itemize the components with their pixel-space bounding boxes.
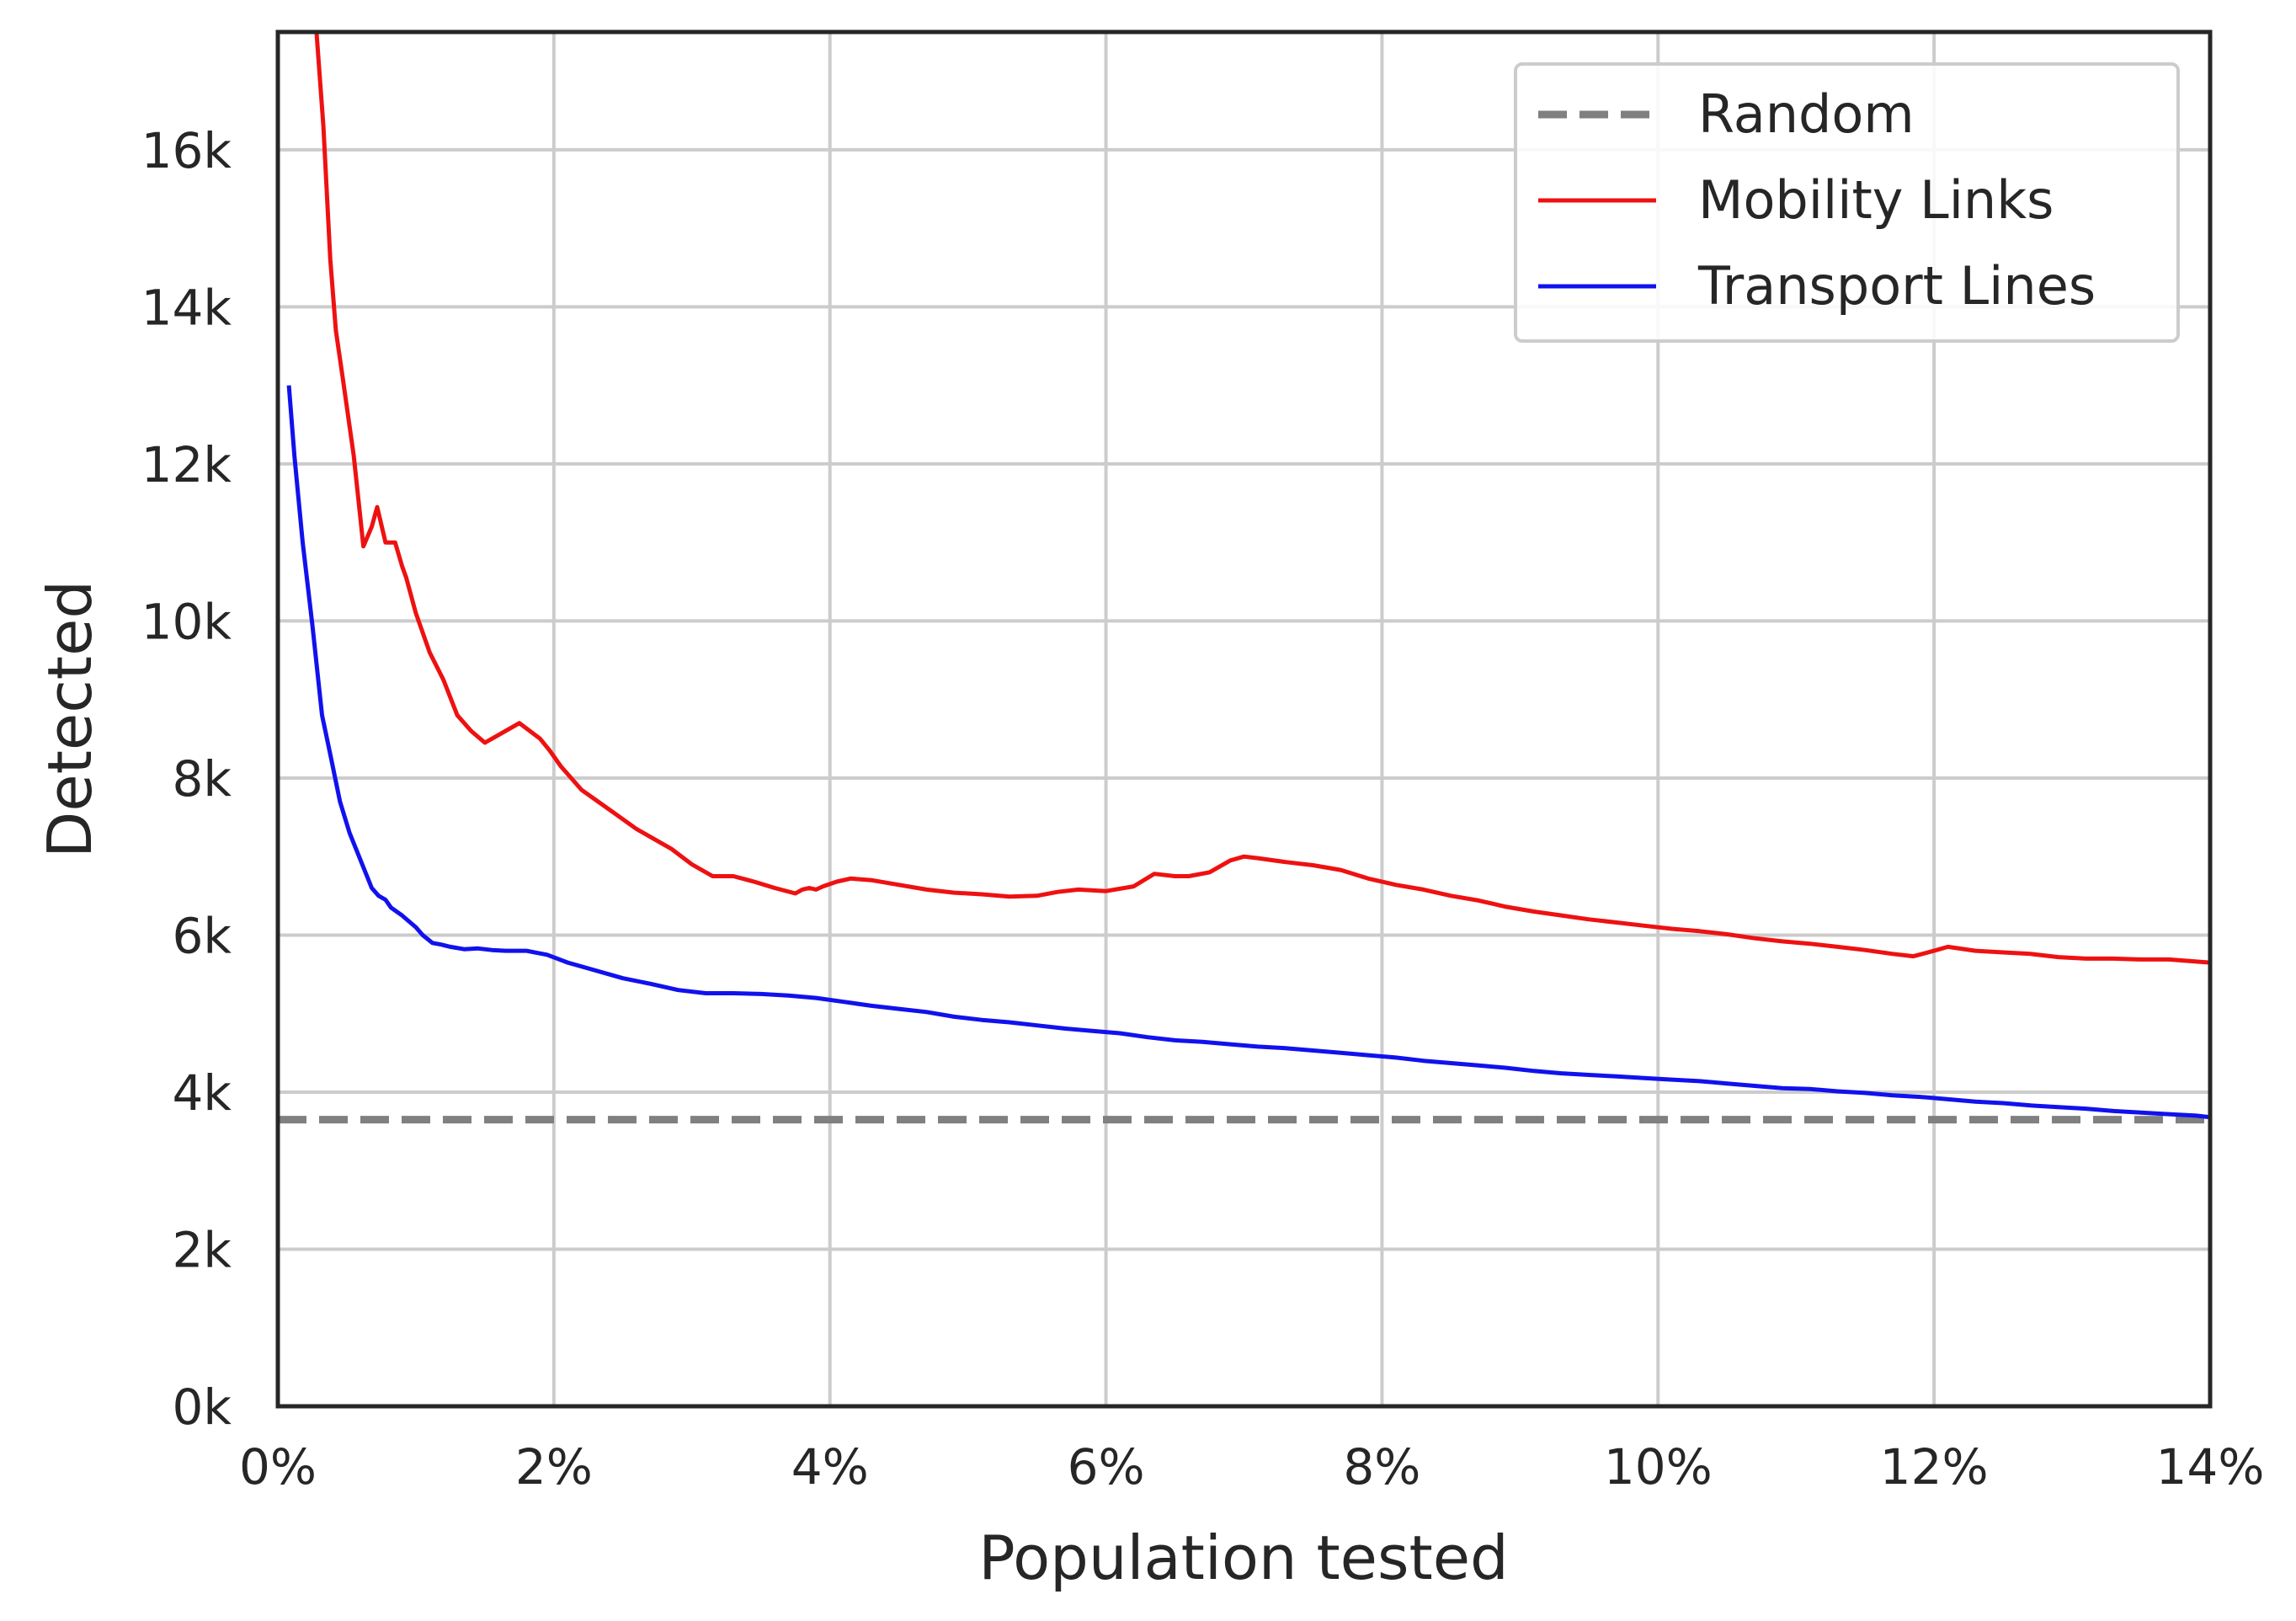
x-tick-label: 14%	[2156, 1438, 2265, 1496]
y-tick-label: 6k	[173, 907, 232, 964]
y-tick-label: 0k	[173, 1378, 232, 1436]
x-axis-title: Population tested	[978, 1522, 1508, 1593]
x-tick-label: 6%	[1068, 1438, 1145, 1496]
y-tick-label: 14k	[141, 279, 232, 336]
y-axis-ticks: 0k 2k 4k 6k 8k 10k 12k 14k 16k	[141, 122, 232, 1436]
y-tick-label: 2k	[173, 1221, 232, 1278]
x-tick-label: 2%	[515, 1438, 593, 1496]
x-tick-label: 10%	[1604, 1438, 1713, 1496]
y-axis-title: Detected	[35, 580, 105, 858]
legend-label-random: Random	[1698, 83, 1915, 145]
legend-label-transport-lines: Transport Lines	[1697, 255, 2096, 317]
legend-entries: Random Mobility Links Transport Lines	[1538, 83, 2096, 317]
y-tick-label: 12k	[141, 436, 232, 493]
y-tick-label: 4k	[173, 1064, 232, 1122]
x-tick-label: 0%	[239, 1438, 317, 1496]
y-tick-label: 16k	[141, 122, 232, 179]
legend-box	[1514, 62, 2180, 343]
y-tick-label: 8k	[173, 750, 232, 808]
x-tick-label: 4%	[791, 1438, 869, 1496]
plot-frame	[275, 29, 2213, 1409]
x-tick-label: 8%	[1343, 1438, 1420, 1496]
series-group	[278, 32, 2210, 1124]
series-line-mobility-links	[314, 32, 2210, 965]
series-line-transport-lines	[286, 385, 2210, 1120]
legend: Random Mobility Links Transport Lines	[1514, 62, 2180, 343]
x-axis-ticks: 0% 2% 4% 6% 8% 10% 12% 14%	[239, 1438, 2264, 1496]
y-tick-label: 10k	[141, 593, 232, 650]
x-tick-label: 12%	[1880, 1438, 1989, 1496]
legend-label-mobility-links: Mobility Links	[1698, 169, 2054, 231]
